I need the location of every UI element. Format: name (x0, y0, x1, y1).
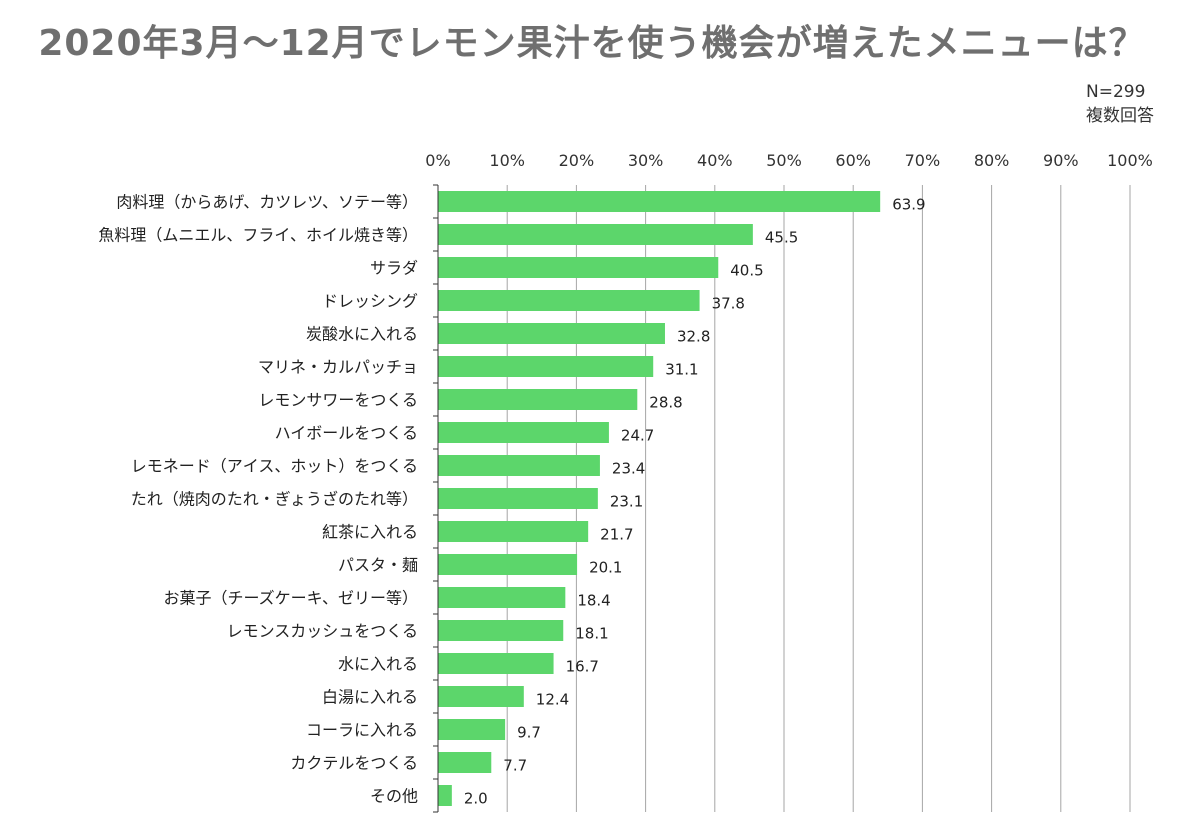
bar (438, 752, 492, 773)
x-tick-label: 40% (697, 151, 733, 170)
category-label: レモンスカッシュをつくる (227, 622, 418, 641)
data-label: 40.5 (730, 262, 763, 280)
bar (438, 191, 881, 212)
category-label: 白湯に入れる (322, 688, 418, 707)
category-label: サラダ (370, 259, 418, 278)
category-labels: 肉料理（からあげ、カツレツ、ソテー等） 魚料理（ムニエル、フライ、ホイル焼き等） サ… (98, 193, 418, 806)
x-tick-label: 70% (905, 151, 941, 170)
sample-note: N=299 複数回答 (1086, 80, 1154, 128)
data-label: 63.9 (892, 196, 925, 214)
x-tick-labels: 0% 10% 20% 30% 40% 50% 60% 70% 80% 90% 100% (425, 151, 1153, 170)
y-axis (433, 184, 439, 813)
value-labels: 63.9 45.540.5 37.832.8 31.1 28.8 24.7 23.4 23.1… (464, 196, 926, 808)
bar (438, 422, 609, 443)
data-label: 45.5 (765, 229, 798, 247)
data-label: 18.4 (577, 592, 610, 610)
data-label: 9.7 (517, 724, 541, 742)
bar (438, 686, 524, 707)
data-label: 2.0 (464, 790, 488, 808)
data-label: 23.4 (612, 460, 645, 478)
bar (438, 488, 598, 509)
x-tick-label: 100% (1107, 151, 1153, 170)
data-label: 18.1 (575, 625, 608, 643)
sample-size: N=299 (1086, 82, 1146, 102)
bar (438, 455, 600, 476)
data-label: 32.8 (677, 328, 710, 346)
data-label: 24.7 (621, 427, 654, 445)
category-label: レモネード（アイス、ホット）をつくる (131, 457, 418, 476)
bar (438, 224, 753, 245)
category-label: たれ（焼肉のたれ・ぎょうざのたれ等） (131, 490, 418, 509)
data-label: 21.7 (600, 526, 633, 544)
category-label: コーラに入れる (306, 721, 418, 740)
x-tick-label: 20% (559, 151, 595, 170)
category-label: 水に入れる (338, 655, 418, 674)
bars (438, 191, 881, 806)
category-label: 炭酸水に入れる (306, 325, 418, 344)
bar (438, 257, 719, 278)
category-label: ハイボールをつくる (275, 424, 418, 443)
bar (438, 554, 578, 575)
bar (438, 389, 638, 410)
category-label: マリネ・カルパッチョ (258, 358, 418, 377)
data-label: 23.1 (610, 493, 643, 511)
bar (438, 719, 506, 740)
bar (438, 356, 654, 377)
data-label: 37.8 (712, 295, 745, 313)
x-tick-label: 50% (766, 151, 802, 170)
bar (438, 587, 566, 608)
bar (438, 323, 665, 344)
bar (438, 290, 700, 311)
data-label: 12.4 (536, 691, 569, 709)
multiple-answer-note: 複数回答 (1086, 106, 1154, 126)
category-label: お菓子（チーズケーキ、ゼリー等） (163, 589, 418, 608)
category-label: 肉料理（からあげ、カツレツ、ソテー等） (116, 193, 418, 212)
bar (438, 620, 564, 641)
x-tick-label: 0% (425, 151, 450, 170)
bar (438, 653, 554, 674)
data-label: 20.1 (589, 559, 622, 577)
x-tick-label: 10% (489, 151, 525, 170)
category-label: カクテルをつくる (290, 754, 418, 773)
bar (438, 785, 452, 806)
chart-title: 2020年3月～12月でレモン果汁を使う機会が増えたメニューは？ (38, 23, 1146, 64)
data-label: 28.8 (649, 394, 682, 412)
data-label: 7.7 (503, 757, 527, 775)
category-label: レモンサワーをつくる (258, 391, 418, 410)
bar (438, 521, 589, 542)
x-tick-label: 60% (835, 151, 871, 170)
category-label: パスタ・麺 (338, 556, 418, 575)
x-tick-label: 90% (1043, 151, 1079, 170)
category-label: 魚料理（ムニエル、フライ、ホイル焼き等） (98, 226, 418, 245)
category-label: その他 (370, 787, 418, 806)
data-label: 16.7 (566, 658, 599, 676)
category-label: ドレッシング (322, 292, 418, 311)
category-label: 紅茶に入れる (322, 523, 418, 542)
data-label: 31.1 (665, 361, 698, 379)
x-tick-label: 30% (628, 151, 664, 170)
grid-lines (506, 185, 1131, 812)
x-tick-label: 80% (974, 151, 1010, 170)
